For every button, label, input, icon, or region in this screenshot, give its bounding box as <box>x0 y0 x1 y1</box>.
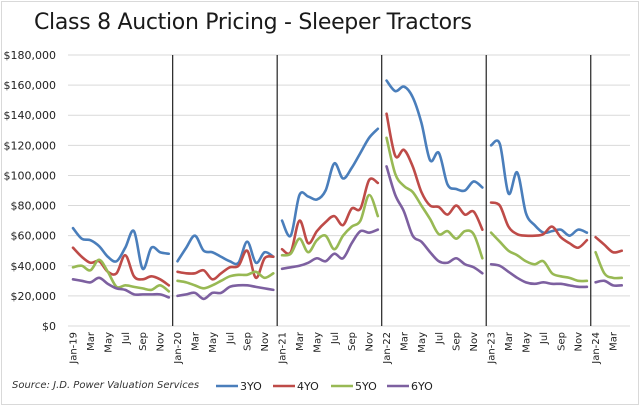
year-separators <box>172 55 592 326</box>
series-5YO <box>71 136 624 293</box>
x-tick-label: Jul <box>121 332 132 345</box>
x-tick-label: May <box>103 332 114 353</box>
x-tick-label: Jan-24 <box>591 332 602 365</box>
x-tick-label: Jan-19 <box>69 332 80 365</box>
y-axis: $0 $20,000 $40,000 $60,000 $80,000 $100,000 $1… <box>4 49 57 333</box>
y-tick-label: $80,000 <box>11 200 57 213</box>
x-tick-label: May <box>208 332 219 353</box>
legend-item-5YO: 5YO <box>331 380 377 393</box>
x-tick-label: Nov <box>574 332 585 352</box>
series-line-4YO <box>594 235 624 254</box>
series-line-3YO <box>385 79 484 193</box>
x-tick-label: Sep <box>138 332 149 351</box>
series-line-4YO <box>280 177 380 256</box>
series-line-6YO <box>594 279 624 287</box>
series-line-3YO <box>176 234 275 266</box>
x-tick-label: Nov <box>365 332 376 352</box>
x-tick-label: May <box>417 332 428 353</box>
series-line-5YO <box>594 250 624 280</box>
series-line-6YO <box>176 283 275 301</box>
y-tick-label: $120,000 <box>4 139 57 152</box>
x-tick-label: Mar <box>609 331 620 351</box>
x-tick-label: Nov <box>156 332 167 352</box>
series-line-5YO <box>176 270 275 290</box>
series-line-4YO <box>385 112 484 231</box>
legend-label: 4YO <box>297 380 319 393</box>
series-3YO <box>71 79 589 271</box>
y-tick-label: $140,000 <box>4 109 57 122</box>
x-tick-label: Jan-22 <box>382 332 393 365</box>
x-tick-label: Mar <box>295 331 306 351</box>
x-tick-label: Jul <box>434 332 445 345</box>
series-6YO <box>71 165 624 301</box>
series-lines <box>71 79 624 301</box>
y-tick-label: $40,000 <box>11 260 57 273</box>
y-tick-label: $60,000 <box>11 230 57 243</box>
x-tick-label: Jan-21 <box>278 332 289 365</box>
series-line-6YO <box>71 276 171 299</box>
x-tick-label: May <box>521 332 532 353</box>
series-4YO <box>71 112 624 287</box>
series-line-5YO <box>71 258 171 293</box>
series-line-5YO <box>280 193 380 257</box>
x-tick-label: May <box>312 332 323 353</box>
x-tick-label: Jul <box>330 332 341 345</box>
x-tick-label: Jan-23 <box>487 332 498 365</box>
legend-label: 5YO <box>355 380 377 393</box>
x-tick-label: Mar <box>399 331 410 351</box>
x-tick-label: Jul <box>225 332 236 345</box>
series-line-3YO <box>489 139 589 237</box>
x-tick-label: Jul <box>539 332 550 345</box>
series-line-4YO <box>71 246 171 287</box>
y-tick-label: $180,000 <box>4 49 57 62</box>
y-tick-label: $100,000 <box>4 169 57 182</box>
x-axis: Jan-19 Mar May Jul Sep Nov Jan-20 Mar May Jul Sep N… <box>69 331 620 365</box>
legend-item-3YO: 3YO <box>216 380 262 393</box>
legend: 3YO 4YO 5YO 6YO <box>216 380 433 393</box>
gridlines <box>68 54 630 327</box>
x-tick-label: Sep <box>452 332 463 351</box>
y-tick-label: $0 <box>42 320 56 333</box>
y-tick-label: $20,000 <box>11 290 57 303</box>
x-tick-label: Nov <box>260 332 271 352</box>
series-line-6YO <box>280 228 380 271</box>
x-tick-label: Sep <box>347 332 358 351</box>
x-tick-label: Sep <box>243 332 254 351</box>
x-tick-label: Nov <box>469 332 480 352</box>
series-line-4YO <box>489 201 589 250</box>
legend-item-4YO: 4YO <box>273 380 319 393</box>
chart-title: Class 8 Auction Pricing - Sleeper Tracto… <box>34 10 472 35</box>
x-tick-label: Mar <box>86 331 97 351</box>
series-line-4YO <box>176 249 275 281</box>
x-tick-label: Mar <box>190 331 201 351</box>
x-tick-label: Mar <box>504 331 515 351</box>
x-tick-label: Jan-20 <box>173 332 184 365</box>
series-line-5YO <box>385 136 484 260</box>
series-line-6YO <box>489 262 589 289</box>
series-line-3YO <box>280 127 380 238</box>
legend-label: 6YO <box>411 380 433 393</box>
series-line-5YO <box>489 231 589 283</box>
series-line-6YO <box>385 165 484 275</box>
legend-item-6YO: 6YO <box>387 380 433 393</box>
source-note: Source: J.D. Power Valuation Services <box>12 380 200 391</box>
legend-label: 3YO <box>240 380 262 393</box>
y-tick-label: $160,000 <box>4 79 57 92</box>
x-tick-label: Sep <box>556 332 567 351</box>
series-line-3YO <box>71 226 171 271</box>
